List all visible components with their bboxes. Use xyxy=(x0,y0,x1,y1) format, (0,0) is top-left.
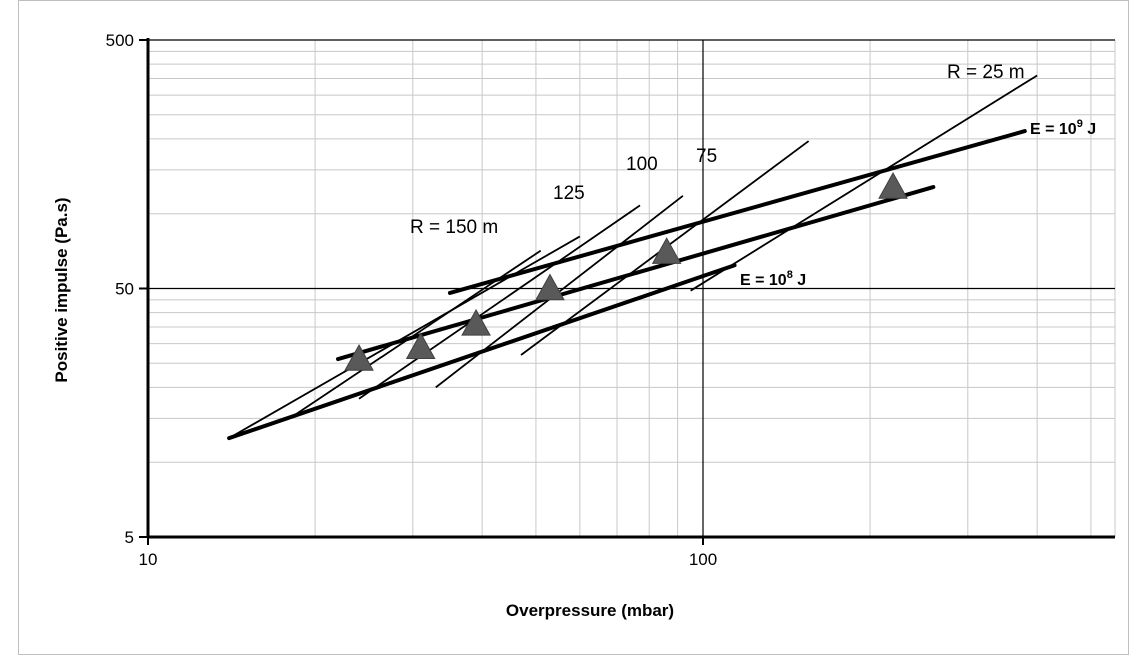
distance-line xyxy=(228,235,581,439)
triangle-marker xyxy=(461,308,491,336)
y-axis-title: Positive impulse (Pa.s) xyxy=(52,197,71,382)
label-r-100: 100 xyxy=(626,154,658,175)
x-axis-title: Overpressure (mbar) xyxy=(506,601,674,620)
triangle-marker xyxy=(535,273,565,301)
x-tick-label: 100 xyxy=(689,550,717,569)
distance-line xyxy=(358,204,641,400)
label-r-25: R = 25 m xyxy=(947,62,1025,83)
axes xyxy=(139,38,1115,545)
triangle-marker xyxy=(405,332,436,359)
x-tick-label: 10 xyxy=(139,550,158,569)
label-e-10-8-exponent: 8 xyxy=(787,269,793,281)
tick-labels: 5 50 500 10 100 xyxy=(106,31,718,569)
triangle-marker xyxy=(878,172,908,199)
label-r-125: 125 xyxy=(553,183,585,204)
label-e-10-8: E = 108 J xyxy=(740,269,806,289)
y-tick-label: 50 xyxy=(115,280,134,299)
y-tick-label: 5 xyxy=(125,528,134,547)
label-r-150: R = 150 m xyxy=(410,217,498,238)
chart-border xyxy=(18,0,1129,655)
data-points xyxy=(344,172,908,371)
label-e-10-9: E = 109 J xyxy=(1030,118,1096,138)
distance-line xyxy=(690,74,1038,292)
y-tick-label: 500 xyxy=(106,31,134,50)
label-r-75: 75 xyxy=(696,146,717,167)
distance-line xyxy=(289,249,542,420)
energy-line xyxy=(336,185,936,362)
label-e-10-9-exponent: 9 xyxy=(1077,118,1083,130)
grid-major xyxy=(148,39,1115,537)
triangle-marker xyxy=(344,344,374,371)
energy-line xyxy=(447,129,1027,295)
triangle-marker xyxy=(651,237,682,264)
